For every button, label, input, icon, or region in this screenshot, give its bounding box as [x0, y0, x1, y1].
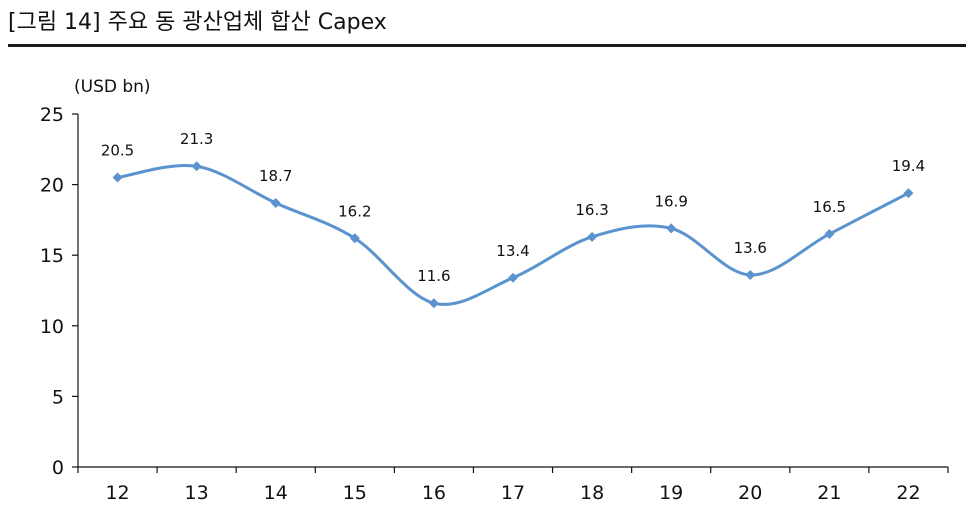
data-point-marker [903, 188, 914, 199]
title-underline [8, 44, 966, 47]
data-label: 16.3 [575, 201, 608, 219]
data-markers [112, 161, 914, 309]
x-tick-labels: 12 13 14 15 16 17 18 19 20 21 22 [105, 482, 920, 504]
data-label: 11.6 [417, 267, 450, 285]
data-point-marker [587, 231, 598, 242]
chart-title: [그림 14] 주요 동 광산업체 합산 Capex [8, 10, 387, 35]
series-line [117, 163, 910, 306]
y-tick-labels: 0 5 10 15 20 25 [40, 104, 64, 479]
data-label: 19.4 [892, 157, 925, 175]
data-point-marker [270, 197, 281, 208]
y-tick-label: 5 [52, 386, 64, 408]
x-tick-label: 22 [896, 482, 920, 504]
data-point-marker [112, 172, 123, 183]
x-tick-label: 16 [422, 482, 446, 504]
data-point-marker [349, 233, 360, 244]
data-label: 21.3 [180, 130, 213, 148]
x-tick-label: 19 [659, 482, 683, 504]
data-point-marker [508, 272, 518, 283]
data-label: 16.5 [813, 198, 846, 216]
data-point-marker [666, 223, 677, 234]
x-tick-label: 18 [580, 482, 604, 504]
x-tick-label: 20 [738, 482, 762, 504]
y-tick-label: 0 [52, 457, 64, 479]
y-tick-label: 25 [40, 104, 64, 126]
axes [72, 113, 949, 473]
x-tick-label: 21 [817, 482, 841, 504]
y-axis-unit-label: (USD bn) [74, 77, 151, 97]
data-point-marker [428, 298, 439, 309]
data-label: 13.6 [734, 239, 767, 257]
data-label: 13.4 [496, 242, 529, 260]
x-tick-label: 17 [501, 482, 525, 504]
data-label: 18.7 [259, 167, 292, 185]
y-tick-label: 10 [40, 316, 64, 338]
data-label: 16.2 [338, 202, 371, 220]
y-tick-label: 20 [40, 175, 64, 197]
x-tick-label: 13 [185, 482, 209, 504]
data-label: 16.9 [654, 192, 687, 210]
data-labels: 20.5 21.3 18.7 16.2 11.6 13.4 16.3 16.9 13.6 16.5… [101, 130, 925, 285]
x-tick-label: 15 [343, 482, 367, 504]
data-point-marker [191, 161, 202, 172]
data-point-marker [745, 269, 756, 280]
y-tick-label: 15 [40, 245, 64, 267]
data-point-marker [824, 229, 835, 240]
x-tick-label: 12 [105, 482, 129, 504]
data-label: 20.5 [101, 142, 134, 160]
x-tick-label: 14 [264, 482, 288, 504]
